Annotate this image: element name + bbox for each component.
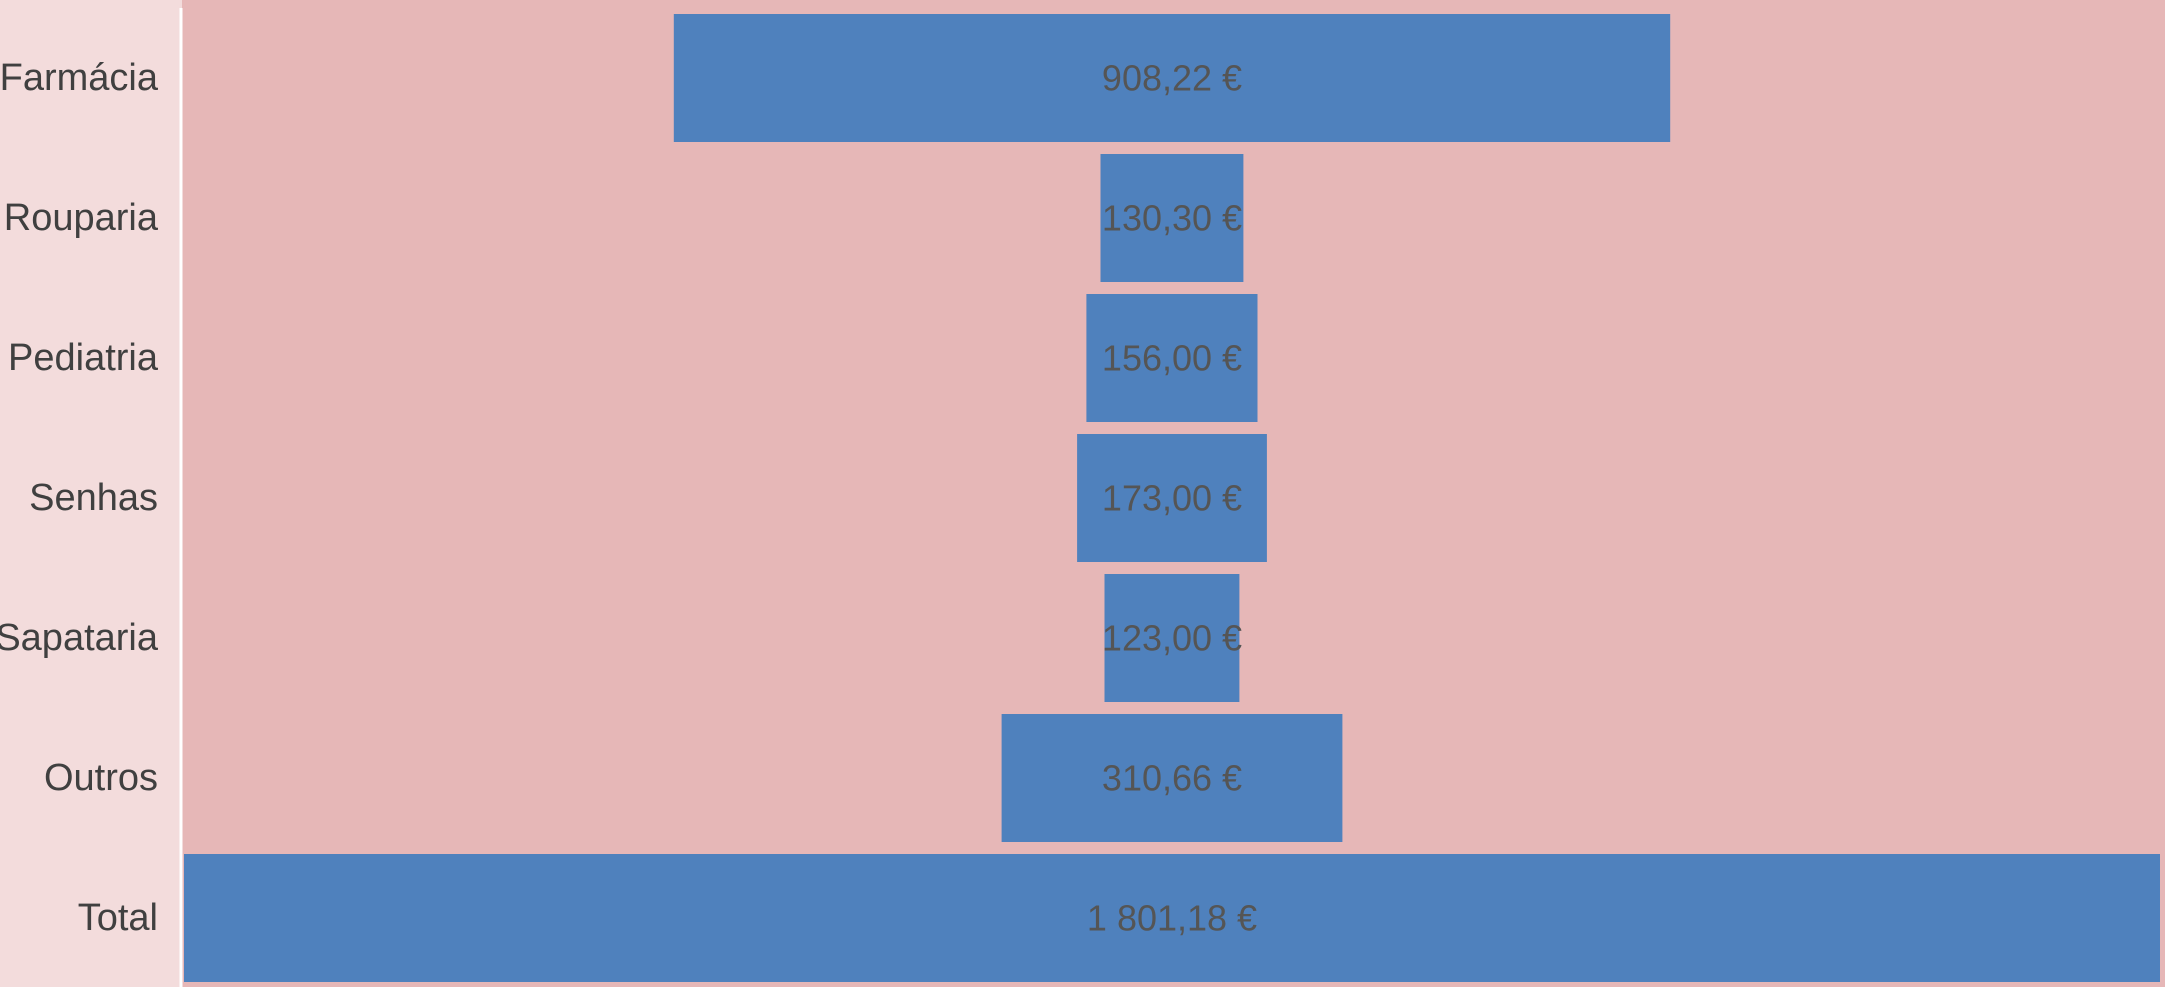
bar-sapataria [1104,574,1240,702]
value-label-senhas: 173,00 € [1102,478,1242,519]
bar-outros [1001,714,1343,842]
bar-pediatria [1086,294,1258,422]
bars-group [184,14,2160,982]
value-label-outros: 310,66 € [1102,758,1242,799]
category-label-pediatria: Pediatria [8,337,159,379]
category-label-sapataria: Sapataria [0,617,159,659]
value-label-farmacia: 908,22 € [1102,58,1242,99]
category-label-senhas: Senhas [29,477,158,519]
category-label-outros: Outros [44,757,158,799]
bar-total [184,854,2160,982]
category-label-rouparia: Rouparia [4,197,159,239]
value-label-sapataria: 123,00 € [1102,618,1242,659]
category-labels-group: Farmácia Rouparia Pediatria Senhas Sapataria… [0,57,159,939]
value-label-pediatria: 156,00 € [1102,338,1242,379]
bar-farmacia [673,14,1671,142]
category-label-farmacia: Farmácia [0,57,159,99]
category-label-total: Total [78,897,158,939]
value-label-total: 1 801,18 € [1087,898,1257,939]
bar-rouparia [1100,154,1244,282]
bar-senhas [1077,434,1267,562]
value-label-rouparia: 130,30 € [1102,198,1242,239]
value-labels-group: 908,22 € 130,30 € 156,00 € 173,00 € 123,00 €… [1087,58,1257,939]
